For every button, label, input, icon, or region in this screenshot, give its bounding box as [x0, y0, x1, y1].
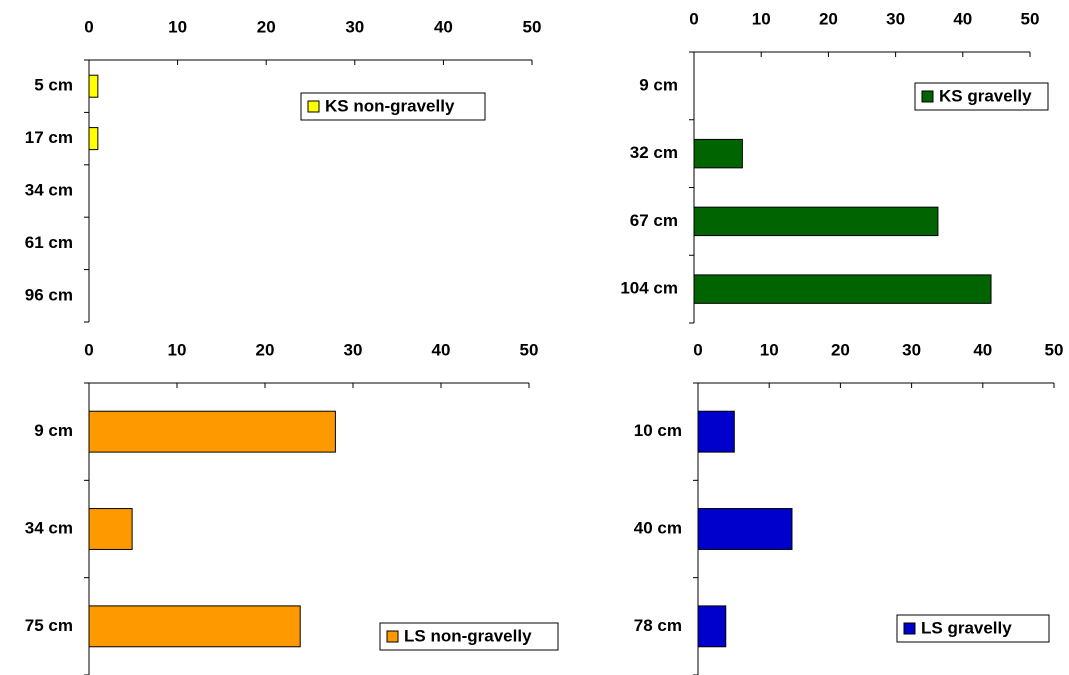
legend-box	[379, 622, 559, 651]
legend-box	[300, 92, 486, 121]
legend-box	[914, 82, 1049, 111]
x-tick-label: 10	[168, 340, 187, 359]
y-tick-label: 78 cm	[634, 616, 682, 635]
x-tick-label: 0	[84, 340, 93, 359]
bar	[88, 74, 99, 98]
legend-swatch	[386, 630, 399, 643]
x-tick-label: 50	[1045, 340, 1064, 359]
y-tick-label: 40 cm	[634, 518, 682, 537]
y-tick-label: 34 cm	[25, 180, 73, 199]
legend-swatch	[921, 90, 934, 103]
x-tick-label: 10	[752, 9, 771, 28]
x-tick-label: 20	[257, 17, 276, 36]
x-tick-label: 10	[168, 17, 187, 36]
y-tick-label: 67 cm	[630, 211, 678, 230]
x-tick-label: 20	[831, 340, 850, 359]
bar	[697, 605, 727, 648]
x-tick-label: 0	[693, 340, 702, 359]
x-tick-label: 40	[432, 340, 451, 359]
bar	[88, 410, 336, 453]
x-tick-label: 0	[689, 9, 698, 28]
x-tick-label: 0	[84, 17, 93, 36]
x-tick-label: 50	[1021, 9, 1040, 28]
bar	[697, 410, 735, 453]
x-tick-label: 50	[520, 340, 539, 359]
y-tick-label: 32 cm	[630, 143, 678, 162]
bar	[693, 274, 992, 304]
legend-label: LS non-gravelly	[404, 626, 532, 645]
bar	[693, 138, 743, 169]
x-tick-label: 40	[434, 17, 453, 36]
y-tick-label: 9 cm	[34, 421, 73, 440]
x-tick-label: 30	[902, 340, 921, 359]
x-tick-label: 30	[886, 9, 905, 28]
legend-label: KS gravelly	[939, 86, 1032, 105]
x-tick-label: 40	[973, 340, 992, 359]
y-tick-label: 96 cm	[25, 285, 73, 304]
x-tick-label: 50	[523, 17, 542, 36]
x-tick-label: 10	[760, 340, 779, 359]
legend-swatch	[307, 100, 320, 113]
bar	[697, 508, 793, 550]
y-tick-label: 10 cm	[634, 421, 682, 440]
legend-label: KS non-gravelly	[325, 96, 455, 115]
y-tick-label: 9 cm	[639, 75, 678, 94]
bar	[88, 127, 99, 151]
bar	[88, 605, 301, 648]
x-tick-label: 30	[345, 17, 364, 36]
x-tick-label: 30	[344, 340, 363, 359]
x-tick-label: 20	[256, 340, 275, 359]
legend-box	[896, 614, 1050, 643]
y-tick-label: 34 cm	[25, 518, 73, 537]
legend-swatch	[903, 622, 916, 635]
legend-label: LS gravelly	[921, 618, 1012, 637]
bar	[693, 206, 939, 237]
y-tick-label: 75 cm	[25, 616, 73, 635]
y-tick-label: 104 cm	[620, 279, 678, 298]
y-tick-label: 61 cm	[25, 233, 73, 252]
y-tick-label: 5 cm	[34, 76, 73, 95]
x-tick-label: 20	[819, 9, 838, 28]
x-tick-label: 40	[953, 9, 972, 28]
bar	[88, 508, 133, 550]
y-tick-label: 17 cm	[25, 128, 73, 147]
